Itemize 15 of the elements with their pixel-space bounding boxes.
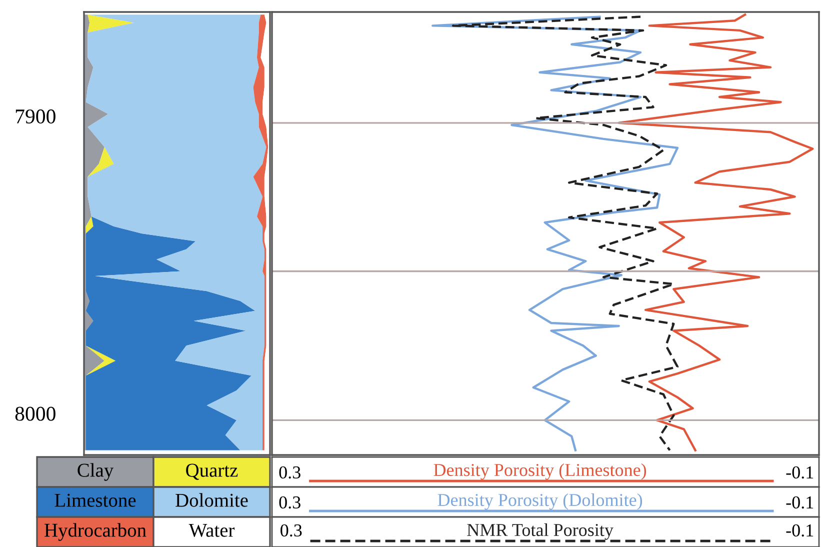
- text: 0.3: [279, 496, 300, 509]
- y-tick-label: 7900: [16, 109, 56, 124]
- text: Density Porosity (Dolomite): [438, 493, 642, 510]
- text: NMR Total Porosity: [467, 523, 614, 540]
- text: Hydrocarbon: [44, 523, 146, 541]
- x2-tick-label: 0.3: [280, 524, 302, 537]
- text: Dolomite: [176, 493, 248, 507]
- text: Limestone: [54, 494, 136, 507]
- x2-tick-label: -0.1: [786, 524, 814, 537]
- text: Quartz: [186, 464, 238, 480]
- text: Water: [188, 524, 235, 537]
- series-label: Clay: [78, 463, 114, 481]
- y-tick-label: 8000: [15, 406, 56, 421]
- text: -0.1: [786, 496, 814, 509]
- text: Density Porosity (Limestone): [434, 463, 646, 480]
